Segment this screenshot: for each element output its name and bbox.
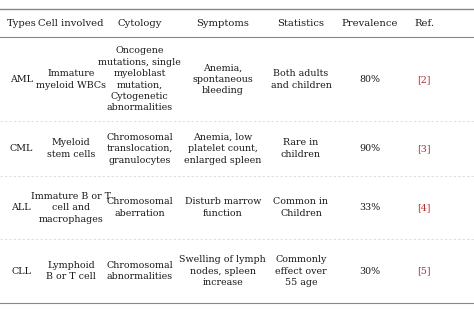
- Text: Anemia, low
platelet count,
enlarged spleen: Anemia, low platelet count, enlarged spl…: [184, 133, 262, 165]
- Text: Lymphoid
B or T cell: Lymphoid B or T cell: [46, 261, 96, 281]
- Text: Chromosomal
abnormalities: Chromosomal abnormalities: [107, 261, 173, 281]
- Text: 30%: 30%: [359, 267, 380, 276]
- Text: Anemia,
spontaneous
bleeding: Anemia, spontaneous bleeding: [192, 63, 253, 95]
- Text: AML: AML: [10, 75, 33, 84]
- Text: Statistics: Statistics: [277, 19, 325, 28]
- Text: [5]: [5]: [418, 267, 431, 276]
- Text: Oncogene
mutations, single
myeloblast
mutation,
Cytogenetic
abnormalities: Oncogene mutations, single myeloblast mu…: [99, 46, 181, 112]
- Text: Symptoms: Symptoms: [196, 19, 249, 28]
- Text: Types: Types: [7, 19, 36, 28]
- Text: Chromosomal
aberration: Chromosomal aberration: [107, 197, 173, 218]
- Text: Cell involved: Cell involved: [38, 19, 104, 28]
- Text: Prevalence: Prevalence: [341, 19, 398, 28]
- Text: ALL: ALL: [11, 203, 31, 212]
- Text: [4]: [4]: [418, 203, 431, 212]
- Text: Immature
myeloid WBCs: Immature myeloid WBCs: [36, 69, 106, 90]
- Text: Cytology: Cytology: [118, 19, 162, 28]
- Text: CML: CML: [9, 144, 33, 153]
- Text: Rare in
children: Rare in children: [281, 138, 321, 159]
- Text: Commonly
effect over
55 age: Commonly effect over 55 age: [275, 255, 327, 287]
- Text: Ref.: Ref.: [414, 19, 434, 28]
- Text: [2]: [2]: [418, 75, 431, 84]
- Text: Swelling of lymph
nodes, spleen
increase: Swelling of lymph nodes, spleen increase: [179, 255, 266, 287]
- Text: Disturb marrow
function: Disturb marrow function: [184, 197, 261, 218]
- Text: CLL: CLL: [11, 267, 31, 276]
- Text: Immature B or T
cell and
macrophages: Immature B or T cell and macrophages: [31, 192, 111, 224]
- Text: 90%: 90%: [359, 144, 380, 153]
- Text: Both adults
and children: Both adults and children: [271, 69, 331, 90]
- Text: [3]: [3]: [418, 144, 431, 153]
- Text: Common in
Children: Common in Children: [273, 197, 328, 218]
- Text: 80%: 80%: [359, 75, 380, 84]
- Text: Myeloid
stem cells: Myeloid stem cells: [47, 138, 95, 159]
- Text: Chromosomal
translocation,
granulocytes: Chromosomal translocation, granulocytes: [107, 133, 173, 165]
- Text: 33%: 33%: [359, 203, 380, 212]
